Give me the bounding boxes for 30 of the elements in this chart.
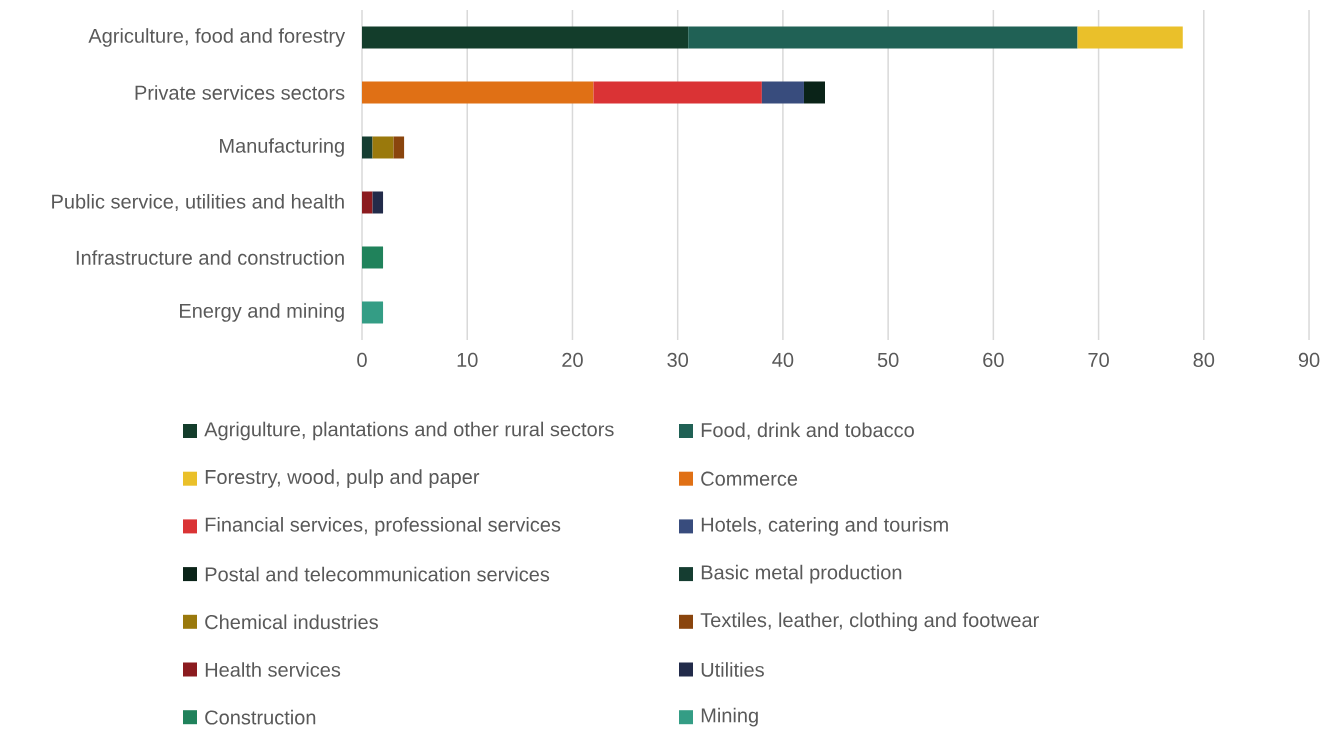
legend-label: Construction [205,709,316,725]
legend-label: Mining [701,707,758,727]
y-tick-label: Manufacturing [220,138,344,157]
legend-label: Hotels, catering and tourism [701,517,948,536]
x-tick-label: 0 [357,352,367,368]
legend-label: Agrigulture, plantations and other rural sectors [204,421,614,441]
legend-label: Health services [205,662,341,677]
y-tick-label: Energy and mining [180,303,344,322]
x-tick-label: 90 [1298,352,1320,368]
legend-label: Utilities [701,662,764,677]
y-tick-label: Private services sectors [135,85,345,100]
legend-label: Basic metal production [701,564,902,584]
x-tick-label: 50 [877,352,899,368]
x-tick-label: 70 [1088,352,1109,368]
legend-label: Financial services, professional services [205,517,561,536]
legend-label: Chemical industries [205,614,378,630]
x-tick-label: 10 [457,352,478,368]
x-tick-label: 30 [667,352,689,368]
legend-label: Commerce [701,471,798,486]
legend-label: Forestry, wood, pulp and paper [205,469,480,489]
legend-label: Postal and telecommunication services [205,566,550,582]
legend-label: Food, drink and tobacco [701,422,914,440]
y-tick-label: Infrastructure and construction [76,250,344,265]
y-tick-label: Public service, utilities and health [52,193,344,212]
y-tick-label: Agriculture, food and forestry [88,28,346,47]
x-tick-label: 80 [1193,352,1215,368]
x-tick-label: 60 [983,352,1004,368]
x-tick-label: 20 [562,352,583,368]
legend-label: Textiles, leather, clothing and footwear [700,612,1039,632]
x-tick-label: 40 [772,352,794,368]
